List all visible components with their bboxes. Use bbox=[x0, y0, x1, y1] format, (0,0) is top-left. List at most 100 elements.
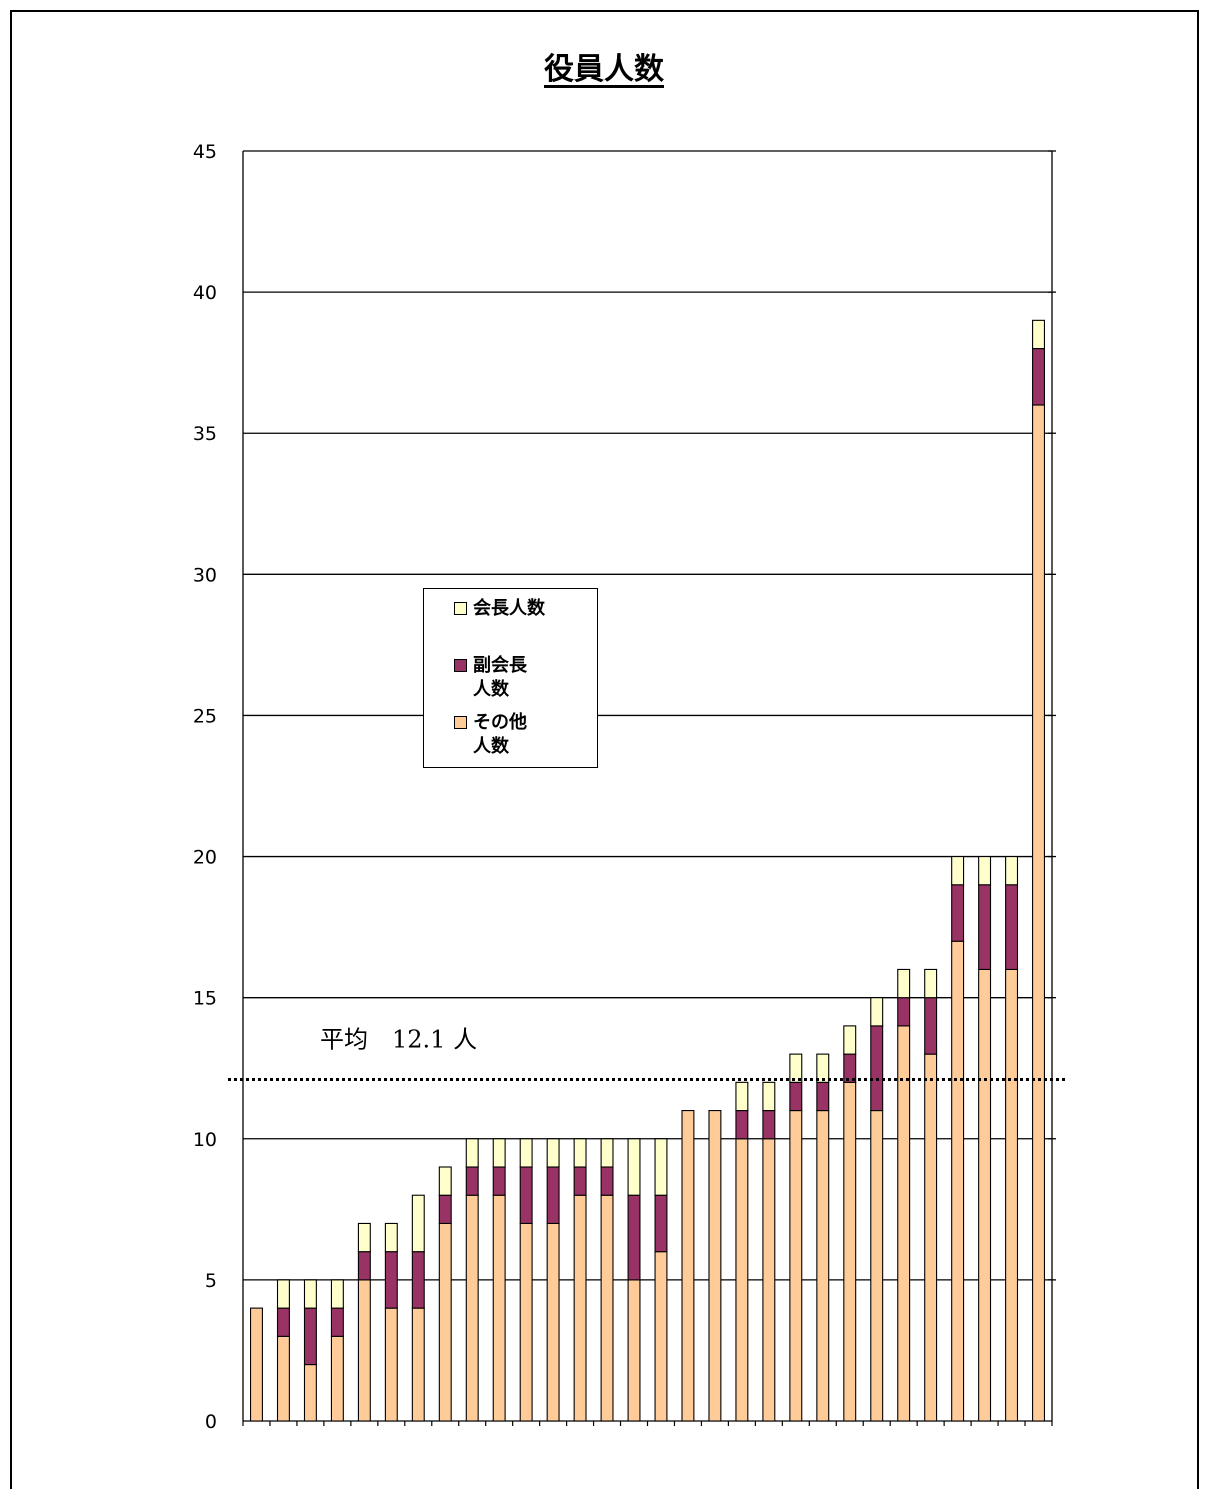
bar-segment bbox=[546, 1222, 560, 1422]
legend-label-vice-chairman: 副会長 人数 bbox=[473, 655, 527, 700]
bar-segment bbox=[789, 1110, 803, 1422]
bar-segment bbox=[627, 1138, 641, 1196]
bar-segment bbox=[330, 1279, 344, 1309]
chart-frame bbox=[10, 10, 1199, 1489]
chart-title: 役員人数 bbox=[544, 52, 664, 87]
bar-segment bbox=[654, 1194, 668, 1253]
bar-segment bbox=[600, 1138, 614, 1168]
bar-segment bbox=[924, 997, 938, 1055]
bar-segment bbox=[681, 1110, 695, 1422]
legend-label-others: その他 人数 bbox=[473, 712, 527, 757]
bar-segment bbox=[816, 1081, 830, 1112]
bar-segment bbox=[465, 1194, 479, 1422]
bar-segment bbox=[870, 1025, 884, 1112]
bar-segment bbox=[1005, 856, 1019, 886]
bar-segment bbox=[762, 1138, 776, 1422]
bar-segment bbox=[357, 1279, 371, 1422]
bar-segment bbox=[735, 1138, 749, 1422]
bar-segment bbox=[492, 1138, 506, 1168]
bar-segment bbox=[546, 1138, 560, 1168]
bar-segment bbox=[654, 1251, 668, 1422]
bar-segment bbox=[924, 968, 938, 999]
y-tick-label: 15 bbox=[193, 988, 217, 1010]
legend-item-vice-chairman: 副会長 人数 bbox=[454, 654, 527, 702]
bar-segment bbox=[519, 1222, 533, 1422]
bar-segment bbox=[816, 1053, 830, 1083]
bar-segment bbox=[627, 1279, 641, 1422]
bar-segment bbox=[789, 1081, 803, 1112]
bar-segment bbox=[627, 1194, 641, 1281]
y-tick-label: 30 bbox=[193, 564, 217, 586]
bar-segment bbox=[411, 1307, 425, 1422]
y-tick-label: 10 bbox=[193, 1129, 217, 1151]
bar-segment bbox=[276, 1335, 290, 1422]
bar-segment bbox=[762, 1081, 776, 1112]
bar-segment bbox=[951, 884, 965, 942]
bar-segment bbox=[735, 1110, 749, 1140]
y-tick-label: 35 bbox=[193, 423, 217, 445]
bar-segment bbox=[357, 1251, 371, 1281]
bar-segment bbox=[924, 1053, 938, 1422]
bar-segment bbox=[843, 1025, 857, 1055]
bar-segment bbox=[1005, 968, 1019, 1422]
bar-segment bbox=[330, 1307, 344, 1337]
bar-segment bbox=[735, 1081, 749, 1112]
bar-segment bbox=[411, 1194, 425, 1253]
bar-segment bbox=[573, 1138, 587, 1168]
bar-segment bbox=[789, 1053, 803, 1083]
y-tick-label: 45 bbox=[193, 141, 217, 163]
bar-segment bbox=[897, 997, 911, 1027]
bar-segment bbox=[276, 1279, 290, 1309]
bar-segment bbox=[978, 968, 992, 1422]
bar-segment bbox=[357, 1222, 371, 1253]
bar-segment bbox=[1032, 319, 1045, 350]
y-tick-label: 20 bbox=[193, 847, 217, 869]
legend-label-chairman: 会長人数 bbox=[473, 598, 545, 619]
legend-item-others: その他 人数 bbox=[454, 711, 527, 759]
bar-segment bbox=[951, 940, 965, 1422]
bar-segment bbox=[1032, 404, 1045, 1422]
bar-segment bbox=[1032, 348, 1045, 406]
bar-segment bbox=[465, 1138, 479, 1168]
bar-segment bbox=[843, 1081, 857, 1422]
bar-segment bbox=[250, 1307, 263, 1422]
legend-swatch-chairman bbox=[454, 602, 467, 615]
bar-segment bbox=[438, 1194, 452, 1224]
y-tick-label: 40 bbox=[193, 282, 217, 304]
bar-segment bbox=[303, 1307, 317, 1366]
bar-segment bbox=[465, 1166, 479, 1196]
bar-segment bbox=[384, 1307, 398, 1422]
bar-segment bbox=[573, 1166, 587, 1196]
legend-swatch-vice-chairman bbox=[454, 659, 467, 672]
bar-segment bbox=[438, 1166, 452, 1196]
bar-segment bbox=[762, 1110, 776, 1140]
bar-segment bbox=[708, 1110, 722, 1422]
y-tick-label: 5 bbox=[205, 1270, 217, 1292]
bar-segment bbox=[573, 1194, 587, 1422]
bar-segment bbox=[519, 1166, 533, 1224]
bar-segment bbox=[546, 1166, 560, 1224]
bar-segment bbox=[978, 884, 992, 970]
legend-item-chairman: 会長人数 bbox=[454, 597, 545, 621]
chart-legend: 会長人数 副会長 人数 その他 人数 bbox=[423, 588, 598, 768]
average-label: 平均 12.1 人 bbox=[320, 1026, 477, 1054]
bar-segment bbox=[870, 1110, 884, 1422]
bar-segment bbox=[978, 856, 992, 886]
bar-segment bbox=[654, 1138, 668, 1196]
bar-segment bbox=[384, 1251, 398, 1309]
y-tick-label: 25 bbox=[193, 705, 217, 727]
y-tick-label: 0 bbox=[205, 1411, 217, 1433]
bar-segment bbox=[600, 1166, 614, 1196]
bar-segment bbox=[303, 1364, 317, 1422]
bar-segment bbox=[492, 1166, 506, 1196]
bar-segment bbox=[897, 968, 911, 999]
bar-segment bbox=[303, 1279, 317, 1309]
bar-segment bbox=[276, 1307, 290, 1337]
bar-segment bbox=[600, 1194, 614, 1422]
bar-segment bbox=[411, 1251, 425, 1309]
bar-segment bbox=[384, 1222, 398, 1253]
bar-segment bbox=[816, 1110, 830, 1422]
bar-segment bbox=[897, 1025, 911, 1422]
bar-segment bbox=[330, 1335, 344, 1422]
